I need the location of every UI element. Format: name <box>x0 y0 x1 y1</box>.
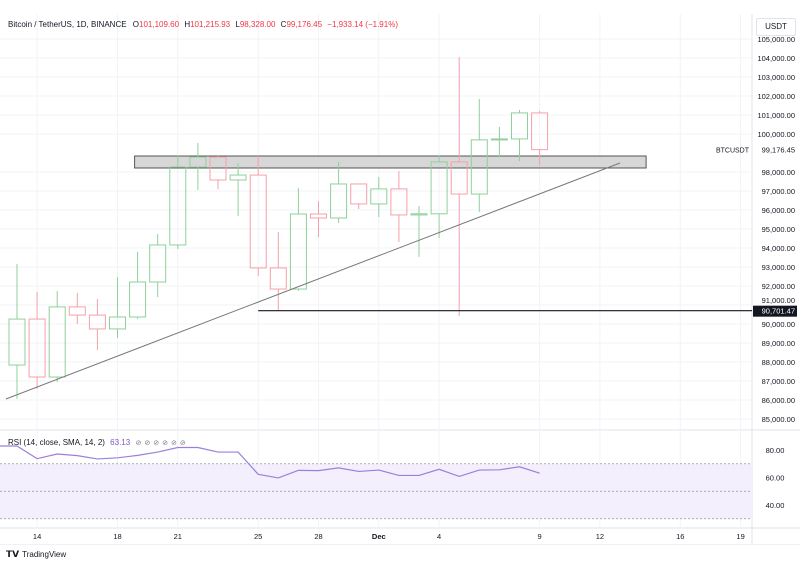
eye-off-icon[interactable]: ⊘ <box>153 440 160 447</box>
candle-up <box>109 316 126 330</box>
candle-up <box>330 183 348 219</box>
hline-label-bg <box>753 305 797 317</box>
price-axis-label: 100,000.00 <box>757 130 795 139</box>
time-axis-label: 4 <box>437 532 441 541</box>
candle-down <box>68 306 86 316</box>
candle-up <box>470 139 488 195</box>
candle-down <box>269 267 287 290</box>
price-axis-label: 86,000.00 <box>762 396 795 405</box>
time-axis-label: 21 <box>174 532 182 541</box>
price-axis-label: 97,000.00 <box>762 187 795 196</box>
eye-off-icon[interactable]: ⊘ <box>162 440 168 447</box>
candlestick-chart[interactable]: 105,000.00 104,000.00 103,000.00 102,000.00… <box>0 0 800 545</box>
price-axis-label: 104,000.00 <box>757 54 795 63</box>
resistance-zone <box>134 155 647 169</box>
time-axis-label: 18 <box>113 532 121 541</box>
rsi-axis-label: 80.00 <box>766 446 785 455</box>
candle-up <box>289 213 307 290</box>
rsi-axis-label: 60.00 <box>766 474 785 483</box>
candle-up <box>490 138 508 141</box>
price-axis-label: 85,000.00 <box>762 415 795 424</box>
price-axis-label: 92,000.00 <box>762 282 795 291</box>
price-axis-label: 98,000.00 <box>762 168 795 177</box>
candle-up <box>370 188 388 205</box>
candle-down <box>390 188 408 216</box>
candle-up <box>511 112 528 140</box>
last-price-label: 99,176.45 <box>762 146 795 155</box>
symbol-title[interactable]: Bitcoin / TetherUS, 1D, BINANCE <box>8 20 127 29</box>
price-axis-label: 101,000.00 <box>757 111 795 120</box>
price-axis-label: 87,000.00 <box>762 377 795 386</box>
candle-down <box>531 112 549 151</box>
last-price-label-bg <box>754 143 798 156</box>
price-axis-label: 96,000.00 <box>762 206 795 215</box>
rsi-legend: RSI (14, close, SMA, 14, 2) 63.13 ⊘ ⊘ ⊘ ⊘ ⊘ ⊘ <box>8 438 189 447</box>
time-axis-label: 19 <box>736 532 744 541</box>
symbol-legend: Bitcoin / TetherUS, 1D, BINANCE O101,109… <box>8 20 401 29</box>
eye-off-icon[interactable]: ⊘ <box>135 440 142 447</box>
time-axis-label: 12 <box>596 532 604 541</box>
price-axis-label: 91,000.00 <box>762 296 795 305</box>
candle-down <box>249 174 267 269</box>
footer: 𝗧𝗩 TradingView <box>6 549 66 560</box>
candle-up <box>8 318 26 366</box>
brand-name[interactable]: TradingView <box>22 550 67 559</box>
candle-down <box>28 318 46 378</box>
candle-down <box>88 314 106 330</box>
time-axis-label: 28 <box>314 532 322 541</box>
price-axis-label: 89,000.00 <box>762 339 795 348</box>
price-axis-label: 103,000.00 <box>757 73 795 82</box>
rsi-axis-label: 40.00 <box>766 501 785 510</box>
open-label: O <box>132 20 140 29</box>
time-axis-label: 25 <box>254 532 262 541</box>
candle-down <box>209 156 227 181</box>
candle-up <box>149 244 167 283</box>
time-axis-label: 14 <box>33 532 41 541</box>
trendline <box>5 162 621 400</box>
price-axis-label: 88,000.00 <box>762 358 795 367</box>
candle-up <box>430 161 448 215</box>
close-label: C <box>280 20 287 29</box>
price-axis-label: 90,000.00 <box>762 320 795 329</box>
candle-up <box>229 174 247 181</box>
tradingview-logo-icon[interactable]: 𝗧𝗩 <box>6 549 20 559</box>
high-label: H <box>184 20 191 29</box>
currency-unit-button[interactable]: USDT <box>756 18 796 36</box>
time-axis-label: 16 <box>676 532 684 541</box>
low-label: L <box>235 20 240 29</box>
rsi-label[interactable]: RSI (14, close, SMA, 14, 2) <box>8 438 105 447</box>
close-value: 99,176.45 <box>286 20 323 29</box>
candle-up <box>48 306 66 378</box>
time-axis-label: Dec <box>372 532 386 541</box>
rsi-line <box>0 445 540 479</box>
candle-down <box>310 213 327 219</box>
candle-up <box>129 281 147 318</box>
change-value: −1,933.14 (−1.91%) <box>327 20 398 29</box>
candle-up <box>169 166 187 246</box>
high-value: 101,215.93 <box>190 20 231 29</box>
candle-up <box>189 156 207 168</box>
price-axis-label: 105,000.00 <box>757 35 795 44</box>
eye-off-icon[interactable]: ⊘ <box>144 440 151 447</box>
low-value: 98,328.00 <box>239 20 276 29</box>
candle-up <box>410 213 428 216</box>
price-axis-label: 95,000.00 <box>762 225 795 234</box>
eye-off-icon[interactable]: ⊘ <box>179 440 186 447</box>
candle-down <box>450 161 468 195</box>
open-value: 101,109.60 <box>139 20 180 29</box>
eye-off-icon[interactable]: ⊘ <box>170 440 177 447</box>
price-axis-label: 102,000.00 <box>757 92 795 101</box>
hline-price-label: 90,701.47 <box>762 307 795 316</box>
time-axis-label: 9 <box>538 532 542 541</box>
price-axis-label: 93,000.00 <box>762 263 795 272</box>
symbol-price-tag: BTCUSDT <box>716 148 750 155</box>
candle-down <box>350 183 368 205</box>
rsi-value: 63.13 <box>110 438 131 447</box>
price-axis-label: 94,000.00 <box>762 244 795 253</box>
